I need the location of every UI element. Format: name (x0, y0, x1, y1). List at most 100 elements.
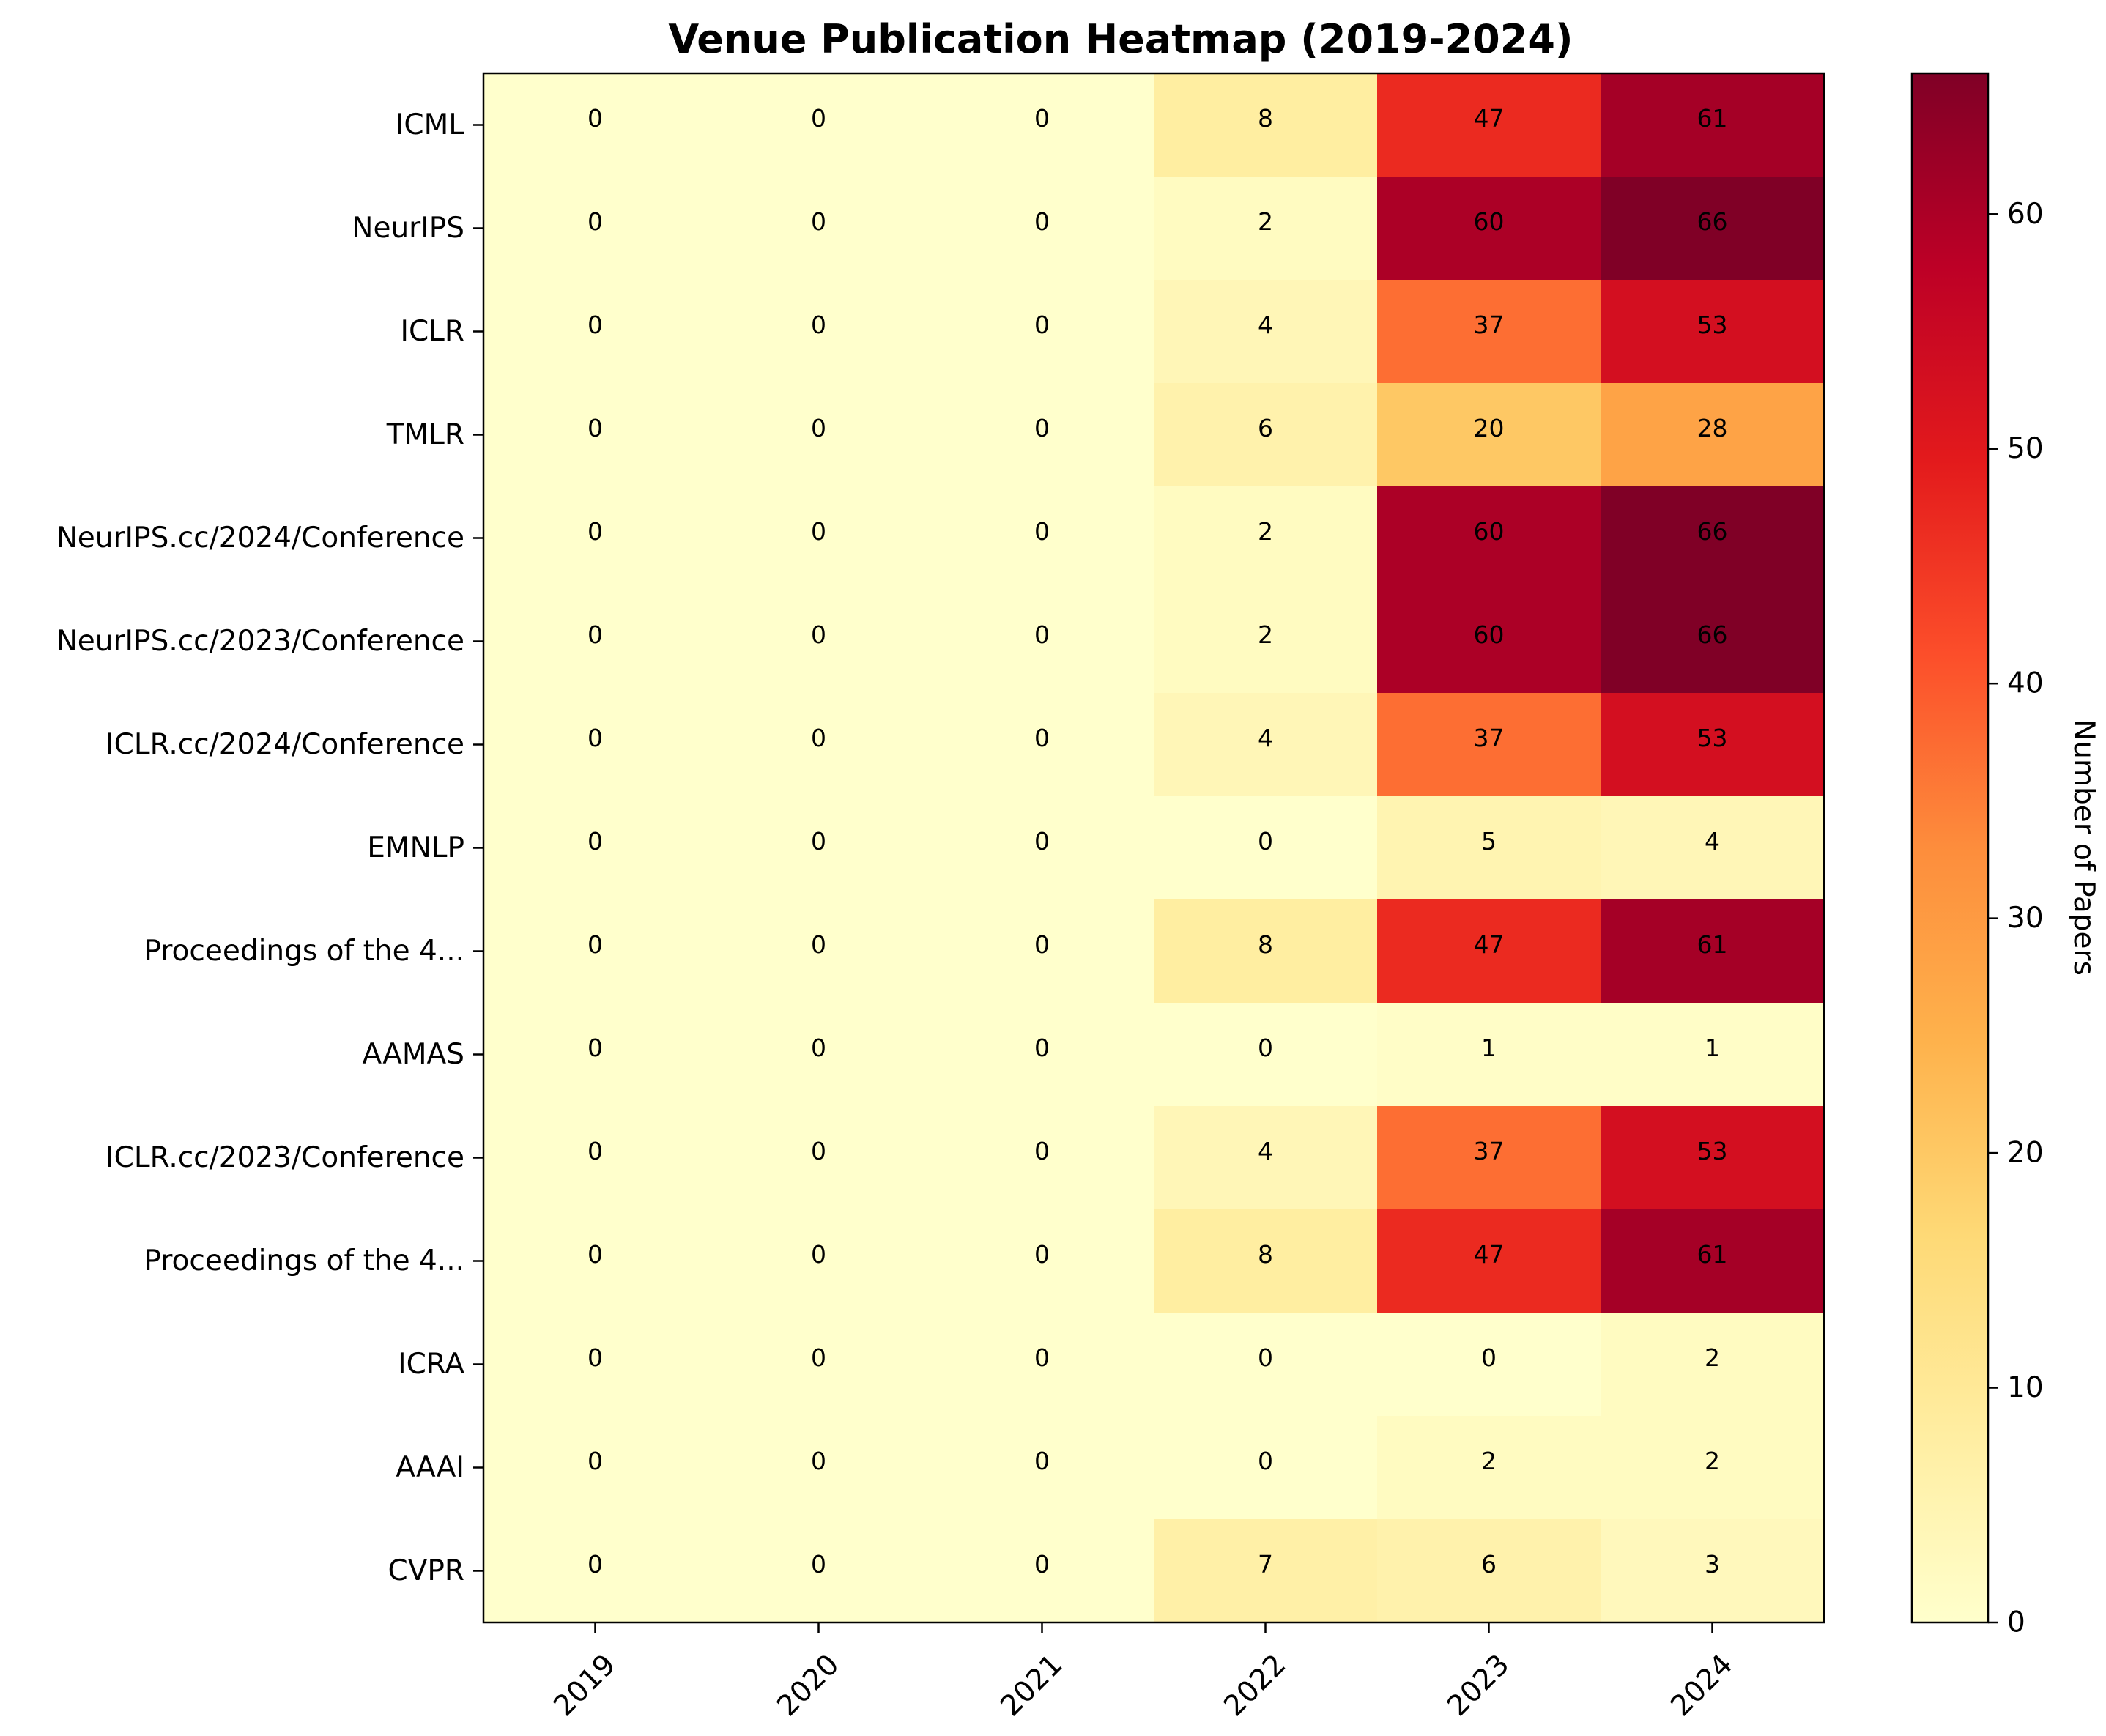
cell-value-label: 0 (1034, 104, 1050, 133)
heatmap-cell (1377, 1416, 1601, 1520)
heatmap-cell (1377, 590, 1601, 694)
heatmap-cell (1601, 590, 1825, 694)
heatmap-cell (1154, 590, 1378, 694)
colorbar-gradient (1910, 72, 1990, 1624)
cell-value-label: 47 (1474, 1240, 1505, 1269)
heatmap-cell (1601, 1003, 1825, 1107)
heatmap-cell (707, 177, 931, 281)
cell-value-label: 66 (1697, 207, 1728, 236)
cell-value-label: 1 (1481, 1034, 1497, 1062)
cell-value-label: 0 (811, 1034, 826, 1062)
heatmap-cell (1154, 796, 1378, 900)
colorbar-tick-label: 20 (2007, 1137, 2044, 1170)
heatmap-cell (483, 486, 708, 590)
y-tick-label: Proceedings of the 4... (144, 1244, 464, 1277)
cell-value-label: 53 (1697, 311, 1728, 339)
cell-value-label: 0 (811, 1137, 826, 1165)
colorbar-label: Number of Papers (2067, 719, 2100, 976)
heatmap-cell (483, 1003, 708, 1107)
heatmap-cell (483, 693, 708, 797)
y-tick-label: ICLR.cc/2024/Conference (105, 728, 464, 761)
y-tick-label: EMNLP (367, 831, 464, 864)
x-tick-label: 2021 (994, 1648, 1069, 1723)
y-tick-label: ICLR (400, 315, 464, 348)
cell-value-label: 0 (1034, 724, 1050, 752)
colorbar-ticks: 0 10 20 30 40 50 60 (1988, 198, 2044, 1639)
cell-value-label: 20 (1474, 414, 1505, 442)
y-tick-label: AAMAS (362, 1038, 464, 1071)
heatmap-cell (1377, 1209, 1601, 1313)
cell-value-label: 4 (1258, 311, 1273, 339)
heatmap-cell (1601, 1519, 1825, 1623)
heatmap-cell (1601, 1106, 1825, 1210)
cell-value-label: 66 (1697, 620, 1728, 649)
cell-value-label: 0 (587, 414, 603, 442)
cell-value-label: 0 (587, 724, 603, 752)
cell-value-label: 6 (1258, 414, 1273, 442)
heatmap-cell (707, 796, 931, 900)
cell-value-label: 0 (1034, 517, 1050, 546)
heatmap-cell (930, 590, 1154, 694)
colorbar-tick-label: 30 (2007, 902, 2044, 935)
cell-value-label: 8 (1258, 1240, 1273, 1269)
cell-value-label: 8 (1258, 930, 1273, 959)
cell-value-label: 2 (1258, 207, 1273, 236)
cell-value-label: 0 (811, 104, 826, 133)
heatmap-cell (483, 73, 708, 177)
cell-value-label: 4 (1258, 724, 1273, 752)
cell-value-label: 0 (587, 620, 603, 649)
heatmap-cell (1377, 1003, 1601, 1107)
cell-value-label: 0 (587, 930, 603, 959)
heatmap-cell (1601, 693, 1825, 797)
cell-value-label: 60 (1474, 207, 1505, 236)
heatmap-cell (1377, 177, 1601, 281)
cell-value-label: 0 (1034, 311, 1050, 339)
cell-value-label: 37 (1474, 311, 1505, 339)
cell-value-label: 0 (1034, 1343, 1050, 1372)
heatmap-cell (1601, 280, 1825, 384)
heatmap-cell (483, 177, 708, 281)
cell-value-label: 37 (1474, 724, 1505, 752)
cell-value-label: 5 (1481, 827, 1497, 856)
colorbar-tick-label: 60 (2007, 198, 2044, 231)
cell-value-label: 0 (811, 827, 826, 856)
heatmap-cell (1601, 383, 1825, 487)
cell-value-label: 0 (1258, 1343, 1273, 1372)
cell-value-label: 2 (1481, 1447, 1497, 1475)
cell-value-label: 0 (811, 1447, 826, 1475)
cell-value-label: 28 (1697, 414, 1728, 442)
cell-value-label: 0 (811, 620, 826, 649)
cell-value-label: 2 (1705, 1447, 1720, 1475)
cell-value-label: 0 (1258, 827, 1273, 856)
heatmap-cell (1154, 73, 1378, 177)
heatmap-cell (930, 1106, 1154, 1210)
heatmap-cell (1154, 486, 1378, 590)
y-tick-label: NeurIPS.cc/2024/Conference (56, 522, 464, 554)
heatmap-cell (1601, 796, 1825, 900)
heatmap-cell (483, 590, 708, 694)
cell-value-label: 47 (1474, 930, 1505, 959)
heatmap-cell (930, 693, 1154, 797)
heatmap-cell (1377, 796, 1601, 900)
heatmap-cell (1601, 486, 1825, 590)
heatmap-cell (1601, 1416, 1825, 1520)
heatmap-cell (1154, 177, 1378, 281)
cell-value-label: 61 (1697, 104, 1728, 133)
heatmap-cell (483, 1416, 708, 1520)
heatmap-cell (1154, 383, 1378, 487)
heatmap-cell (483, 899, 708, 1004)
heatmap-cell (930, 383, 1154, 487)
heatmap-cell (1154, 1209, 1378, 1313)
cell-value-label: 0 (587, 1034, 603, 1062)
cell-value-label: 53 (1697, 724, 1728, 752)
heatmap-cell (1154, 280, 1378, 384)
cell-value-label: 0 (587, 1447, 603, 1475)
cell-value-label: 66 (1697, 517, 1728, 546)
heatmap-cell (1377, 1313, 1601, 1417)
heatmap-cell (1601, 73, 1825, 177)
heatmap-cell (1601, 177, 1825, 281)
cell-value-label: 2 (1258, 517, 1273, 546)
cell-value-label: 0 (811, 207, 826, 236)
heatmap-cell (707, 1106, 931, 1210)
heatmap-cell (707, 486, 931, 590)
